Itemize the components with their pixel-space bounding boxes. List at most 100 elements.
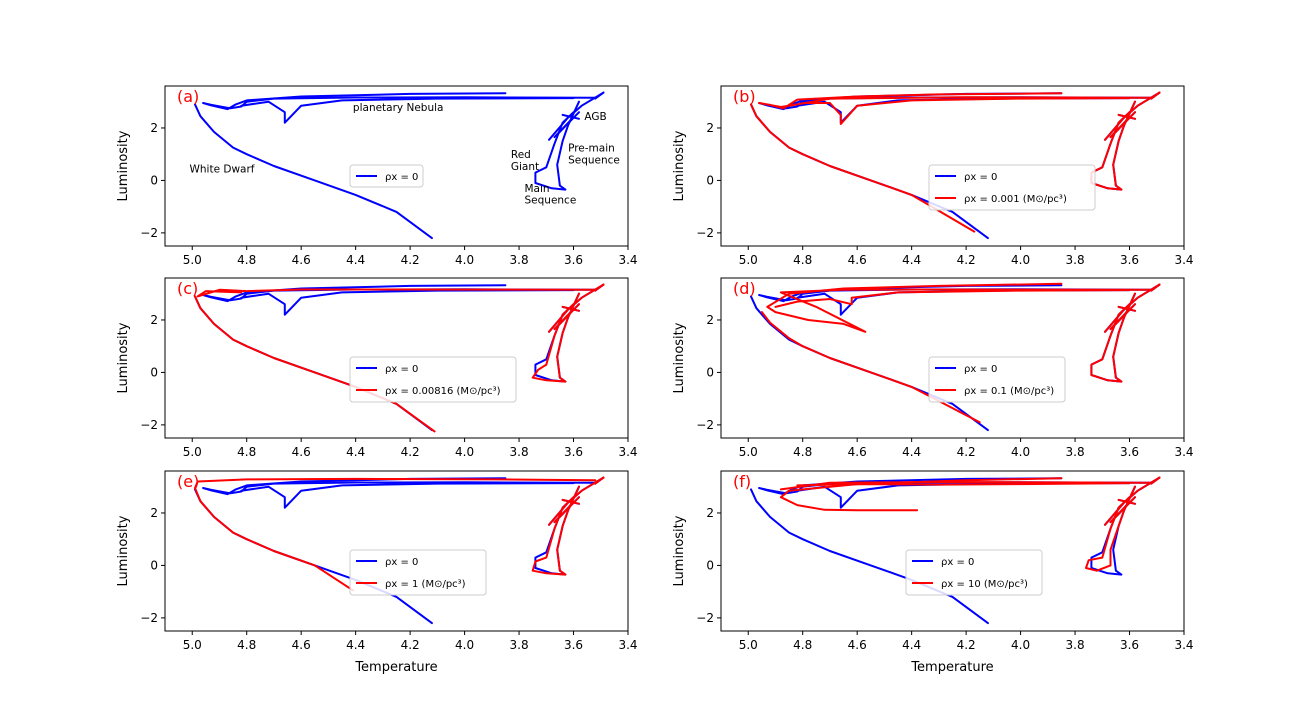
- x-tick-label: 4.2: [957, 445, 976, 459]
- annotation-label: Main: [525, 183, 550, 195]
- series-line-segment: [594, 476, 605, 485]
- series-red: [779, 476, 1161, 572]
- series-line-segment: [758, 92, 1153, 110]
- x-tick-label: 4.4: [902, 445, 921, 459]
- x-tick-label: 3.8: [1066, 638, 1085, 652]
- axes-frame: [164, 277, 629, 439]
- axes-frame: [164, 470, 629, 632]
- series-line-segment: [1150, 91, 1161, 100]
- x-axis-label: Temperature: [910, 660, 993, 675]
- legend-label: ρx = 10 (M⊙/pc³): [941, 579, 1028, 590]
- x-tick-label: 4.4: [902, 638, 921, 652]
- x-tick-label: 4.4: [346, 253, 365, 267]
- series-line-segment: [194, 477, 597, 592]
- series-line-segment: [760, 311, 981, 424]
- x-tick-label: 3.8: [510, 253, 529, 267]
- x-tick-label: 3.6: [564, 253, 583, 267]
- x-tick-label: 4.2: [401, 253, 420, 267]
- x-tick-label: 4.6: [292, 253, 311, 267]
- annotation-label: Pre-main: [568, 143, 615, 155]
- legend-label: ρx = 0.001 (M⊙/pc³): [964, 194, 1067, 205]
- series-line-segment: [1150, 476, 1161, 485]
- x-tick-label: 3.4: [618, 638, 637, 652]
- x-tick-label: 3.6: [564, 445, 583, 459]
- panel-d: 5.0 4.8 4.6 4.4 4.2 4.0 3.8 3.6 3.4 2 0 −2 Luminosit…: [672, 277, 1194, 459]
- x-tick-label: 3.8: [510, 638, 529, 652]
- y-tick-label: −2: [696, 226, 714, 240]
- series-line-segment: [561, 113, 580, 120]
- y-axis-label: Luminosity: [672, 130, 687, 201]
- series-line-segment: [1117, 498, 1136, 505]
- series-line-segment: [801, 97, 1131, 125]
- x-tick-label: 4.2: [957, 638, 976, 652]
- panel-c: 5.0 4.8 4.6 4.4 4.2 4.0 3.8 3.6 3.4 2 0 −2 Luminosit…: [116, 277, 638, 459]
- x-tick-label: 4.8: [793, 253, 812, 267]
- x-tick-label: 4.2: [957, 253, 976, 267]
- panel-f: 5.0 4.8 4.6 4.4 4.2 4.0 3.8 3.6 3.4 2 0 −2 Luminosit…: [672, 470, 1194, 675]
- legend-label: ρx = 0: [385, 557, 418, 568]
- x-tick-label: 4.0: [455, 445, 474, 459]
- x-tick-label: 4.6: [292, 638, 311, 652]
- series-line-segment: [196, 288, 597, 298]
- series-line-segment: [594, 283, 605, 292]
- x-tick-label: 5.0: [183, 638, 202, 652]
- y-tick-label: 2: [150, 121, 158, 135]
- x-tick-label: 3.4: [1174, 638, 1193, 652]
- x-tick-label: 3.4: [618, 253, 637, 267]
- panel-e: 5.0 4.8 4.6 4.4 4.2 4.0 3.8 3.6 3.4 2 0 −2 Luminosit…: [116, 470, 638, 675]
- panel-b: 5.0 4.8 4.6 4.4 4.2 4.0 3.8 3.6 3.4 2 0 −2 Luminosit…: [672, 85, 1194, 267]
- legend: ρx = 0 ρx = 1 (M⊙/pc³): [349, 549, 487, 596]
- y-tick-label: −2: [140, 418, 158, 432]
- panel-letter: (a): [177, 87, 199, 106]
- y-axis-label: Luminosity: [116, 515, 131, 586]
- x-tick-label: 4.8: [237, 638, 256, 652]
- legend: ρx = 0 ρx = 0.00816 (M⊙/pc³): [349, 356, 517, 403]
- series-line-segment: [531, 292, 580, 383]
- annotation-label: AGB: [584, 111, 606, 123]
- axes-frame: [720, 470, 1185, 632]
- series-line-segment: [202, 477, 597, 496]
- axes-frame: [164, 85, 629, 247]
- panel-letter: (c): [177, 279, 198, 298]
- series-line-segment: [1090, 292, 1136, 383]
- x-tick-label: 4.6: [848, 445, 867, 459]
- legend-label: ρx = 0: [385, 364, 418, 375]
- y-tick-label: −2: [140, 611, 158, 625]
- y-tick-label: −2: [696, 418, 714, 432]
- legend: ρx = 0: [349, 164, 424, 188]
- panel-letter: (d): [733, 279, 756, 298]
- x-tick-label: 4.8: [793, 445, 812, 459]
- x-tick-label: 5.0: [739, 638, 758, 652]
- series-line-segment: [556, 303, 580, 328]
- series-line-segment: [556, 111, 580, 136]
- x-tick-label: 5.0: [183, 445, 202, 459]
- annotation-label: White Dwarf: [190, 164, 255, 176]
- series-line-segment: [1150, 283, 1161, 292]
- legend-label: ρx = 0: [964, 172, 997, 183]
- series-red: [760, 282, 1161, 424]
- x-tick-label: 4.2: [401, 445, 420, 459]
- y-tick-label: 2: [150, 506, 158, 520]
- annotation-label: Sequence: [568, 154, 620, 166]
- x-tick-label: 4.6: [292, 445, 311, 459]
- panel-letter: (b): [733, 87, 756, 106]
- series-line-segment: [556, 496, 580, 521]
- legend-box: [928, 164, 1096, 211]
- series-line-segment: [202, 92, 597, 111]
- y-tick-label: 0: [150, 173, 158, 187]
- x-tick-label: 3.6: [564, 638, 583, 652]
- series-line-segment: [774, 289, 1131, 308]
- annotation-label: Sequence: [525, 195, 577, 207]
- legend-label: ρx = 0: [385, 172, 418, 183]
- x-tick-label: 3.6: [1120, 445, 1139, 459]
- panels-group: 5.0 4.8 4.6 4.4 4.2 4.0 3.8 3.6 3.4 2 0 −2 Luminosit…: [116, 85, 1194, 675]
- y-tick-label: 0: [150, 558, 158, 572]
- y-tick-label: 0: [706, 365, 714, 379]
- x-tick-label: 3.4: [1174, 445, 1193, 459]
- series-line-segment: [534, 100, 580, 191]
- x-tick-label: 5.0: [183, 253, 202, 267]
- y-tick-label: 2: [706, 121, 714, 135]
- x-tick-label: 4.4: [346, 638, 365, 652]
- series-line-segment: [240, 289, 575, 316]
